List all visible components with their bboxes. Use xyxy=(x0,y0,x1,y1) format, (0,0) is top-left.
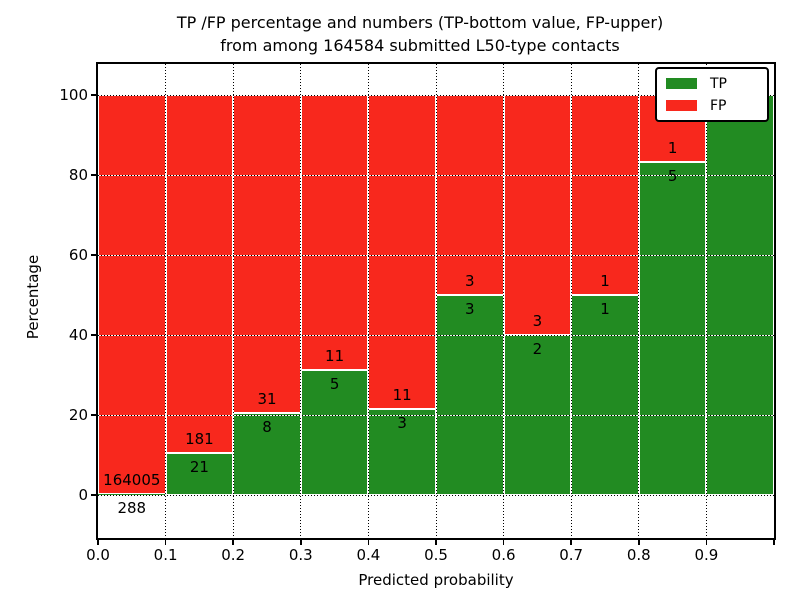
y-axis-label: Percentage xyxy=(24,254,42,340)
x-tick-mark xyxy=(300,540,302,545)
plot-area: Predicted probability TP FP 164005 288 181… xyxy=(59,62,776,589)
gridline-vertical xyxy=(165,64,167,538)
gridline-vertical xyxy=(570,64,572,538)
bar-count-tp: 8 xyxy=(262,417,272,436)
legend-swatch-fp xyxy=(666,100,697,111)
bar-segment-fp xyxy=(503,95,572,335)
x-tick-mark xyxy=(705,540,708,545)
x-tick-label: 0.1 xyxy=(153,546,178,564)
gridline-vertical xyxy=(435,64,437,538)
y-tick-label: 80 xyxy=(68,166,88,184)
gridline-vertical xyxy=(705,64,707,538)
bar-count-fp: 3 xyxy=(465,272,475,290)
y-tick-label: 60 xyxy=(68,246,88,264)
bar-count-tp: 3 xyxy=(465,300,475,318)
y-tick-mark xyxy=(91,334,96,336)
y-tick-label: 40 xyxy=(68,326,88,344)
gridline-horizontal xyxy=(98,174,774,176)
bar-segment-tp xyxy=(233,412,301,495)
bar-count-tp: 1 xyxy=(600,300,610,318)
legend-entry-tp: TP xyxy=(666,74,758,93)
bar-count-fp: 11 xyxy=(325,347,345,365)
y-tick-mark xyxy=(91,254,96,256)
bar-segment-fp xyxy=(571,95,639,295)
legend: TP FP xyxy=(655,67,769,122)
gridline-vertical xyxy=(503,64,505,538)
x-tick-mark xyxy=(97,540,99,545)
bar-count-tp: 21 xyxy=(189,458,209,477)
legend-label-fp: FP xyxy=(710,97,727,114)
bar-count-fp: 164005 xyxy=(103,471,161,490)
x-axis-label: Predicted probability xyxy=(358,571,514,589)
bar-segment-fp xyxy=(165,95,234,454)
y-tick-label: 0 xyxy=(78,486,88,504)
y-tick-label: 100 xyxy=(59,86,88,104)
x-tick-label: 0.7 xyxy=(559,546,584,564)
x-tick-mark xyxy=(367,540,370,545)
x-tick-mark xyxy=(164,540,167,545)
bar-segment-fp xyxy=(436,95,504,295)
x-tick-mark xyxy=(570,540,572,545)
bar-count-fp: 11 xyxy=(392,386,412,405)
chart-title-line-2: from among 164584 submitted L50-type con… xyxy=(220,36,620,55)
x-tick-label: 0.9 xyxy=(694,546,719,564)
gridline-horizontal xyxy=(98,254,774,256)
x-tick-label: 0.4 xyxy=(356,546,381,564)
gridline-horizontal xyxy=(98,334,774,336)
gridline-vertical xyxy=(367,64,369,538)
bar-count-tp: 5 xyxy=(667,166,678,185)
bar-segment-tp xyxy=(706,95,774,495)
chart-title: TP /FP percentage and numbers (TP-bottom… xyxy=(40,11,800,57)
x-tick-mark xyxy=(773,540,775,545)
plot-inner: Predicted probability TP FP 164005 288 181… xyxy=(59,64,775,589)
bar-count-fp: 31 xyxy=(257,389,277,408)
x-tick-label: 0.3 xyxy=(288,546,313,564)
bar-count-fp: 3 xyxy=(532,312,543,330)
y-tick-mark xyxy=(91,414,96,416)
legend-swatch-tp xyxy=(666,78,697,89)
x-tick-mark xyxy=(435,540,437,545)
bar-count-tp: 288 xyxy=(117,499,147,518)
x-tick-label: 0.8 xyxy=(626,546,651,564)
bar-segment-tp xyxy=(436,295,504,495)
legend-label-tp: TP xyxy=(710,75,727,92)
x-tick-label: 0.2 xyxy=(221,546,246,564)
y-tick-mark xyxy=(91,94,96,96)
bar-segment-fp xyxy=(98,95,166,495)
gridline-vertical xyxy=(232,64,234,538)
bar-segment-fp xyxy=(233,95,301,413)
x-tick-label: 0.6 xyxy=(491,546,516,564)
gridline-vertical xyxy=(300,64,302,538)
bar-count-tp: 2 xyxy=(532,340,543,358)
bar-segment-tp xyxy=(638,161,707,495)
gridline-horizontal xyxy=(98,494,774,496)
chart-title-line-1: TP /FP percentage and numbers (TP-bottom… xyxy=(176,13,664,32)
bar-count-tp: 3 xyxy=(397,414,407,433)
y-tick-mark xyxy=(91,494,96,496)
x-tick-mark xyxy=(502,540,505,545)
gridline-vertical xyxy=(638,64,640,538)
legend-entry-fp: FP xyxy=(666,96,758,115)
gridline-horizontal xyxy=(98,94,774,96)
bar-segment-fp xyxy=(368,95,436,410)
bar-count-fp: 1 xyxy=(667,138,678,157)
bar-count-fp: 181 xyxy=(185,430,214,449)
x-tick-label: 0.0 xyxy=(86,546,110,564)
bar-count-tp: 5 xyxy=(329,375,340,393)
x-tick-mark xyxy=(232,540,234,545)
bar-segment-fp xyxy=(300,95,369,370)
bar-count-fp: 1 xyxy=(600,272,610,290)
x-tick-label: 0.5 xyxy=(424,546,448,564)
bar-segment-tp xyxy=(571,295,639,495)
y-tick-label: 20 xyxy=(68,406,88,424)
gridline-horizontal xyxy=(98,414,774,416)
y-tick-mark xyxy=(91,174,96,176)
x-tick-mark xyxy=(638,540,640,545)
